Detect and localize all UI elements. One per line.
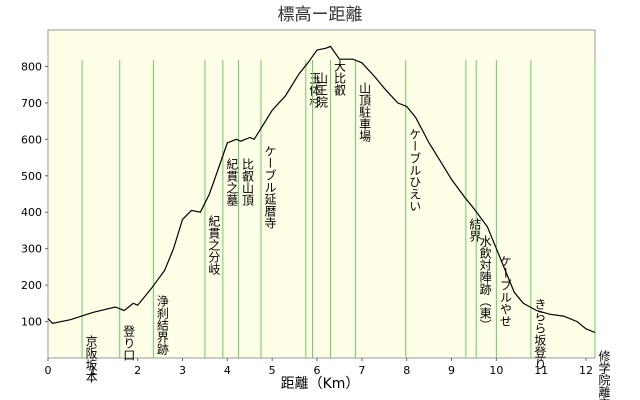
waypoint-label: 登り口: [122, 324, 136, 361]
y-tick-label: 800: [21, 60, 42, 73]
x-tick-label: 2: [134, 364, 141, 377]
waypoint-label: 結界: [468, 218, 482, 243]
x-tick-label: 10: [489, 364, 503, 377]
y-tick-label: 500: [21, 170, 42, 183]
waypoint-label: きらら坂登り: [533, 298, 547, 370]
y-tick-label: 700: [21, 97, 42, 110]
waypoint-label: ケーブル延暦寺: [263, 145, 277, 229]
waypoint-label: 玉体杉: [308, 72, 322, 109]
x-tick-label: 11: [534, 364, 548, 377]
waypoint-label: 浄刹結界跡: [155, 295, 169, 356]
y-tick-label: 400: [21, 206, 42, 219]
x-tick-label: 7: [358, 364, 365, 377]
waypoint-label: 大比叡: [332, 60, 346, 97]
x-tick-label: 1: [89, 364, 96, 377]
waypoint-label: 比叡山頂: [241, 158, 255, 207]
chart-title: 標高ー距離: [278, 5, 363, 25]
x-tick-label: 4: [224, 364, 231, 377]
waypoint-label: 京阪坂本: [84, 335, 98, 384]
waypoint-label: 水飲対陣跡（東）: [478, 235, 492, 331]
waypoint-label: 紀貫之分岐: [207, 215, 221, 275]
x-tick-label: 9: [448, 364, 455, 377]
x-tick-label: 12: [579, 364, 593, 377]
x-tick-label: 6: [314, 364, 321, 377]
x-tick-label: 3: [179, 364, 186, 377]
waypoint-label: 修学院離宮: [597, 349, 611, 400]
y-tick-label: 600: [21, 133, 42, 146]
waypoint-label: 紀貫之墓: [225, 158, 239, 206]
waypoint-label: ケーブルやせ: [498, 255, 512, 327]
x-axis-label: 距離（Km）: [281, 375, 360, 392]
y-tick-label: 200: [21, 279, 42, 292]
waypoint-label: 山王院: [315, 72, 329, 108]
elevation-line: [47, 45, 596, 334]
y-tick-label: 100: [21, 316, 42, 329]
x-tick-label: 0: [45, 364, 52, 377]
x-tick-label: 8: [403, 364, 410, 377]
waypoint-label: 山頂駐車場: [358, 82, 372, 143]
x-tick-label: 5: [269, 364, 276, 377]
y-tick-label: 300: [21, 243, 42, 256]
waypoint-label: ケーブルひえい: [408, 128, 422, 212]
